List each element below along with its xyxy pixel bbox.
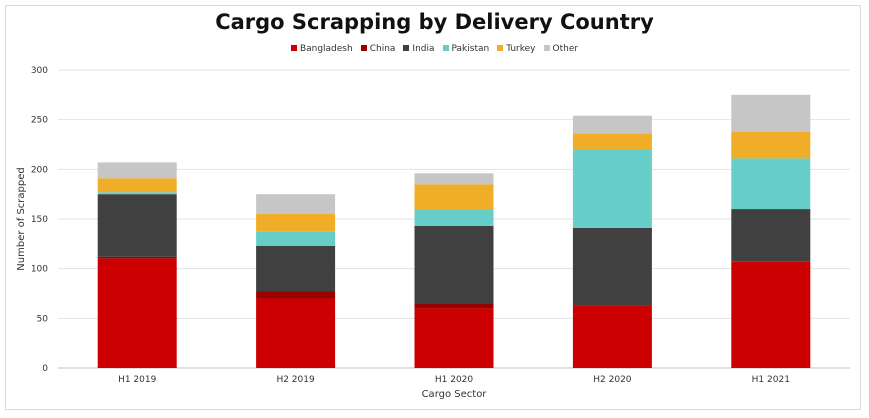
legend-swatch <box>442 45 449 51</box>
bar-segment-other <box>256 194 336 215</box>
bar-segment-pakistan <box>731 158 811 210</box>
bar-segment-other <box>414 173 494 185</box>
bar-segment-bangladesh <box>414 308 494 368</box>
legend-item-pakistan: Pakistan <box>442 44 490 54</box>
bar-segment-china <box>414 303 494 309</box>
x-axis-ticks: H1 2019 H2 2019 H1 2020 H2 2020 H1 2021 <box>118 375 790 385</box>
bar-segment-other <box>97 162 177 179</box>
bar-segment-pakistan <box>414 209 494 226</box>
bar-segment-pakistan <box>572 149 652 228</box>
y-tick-label: 50 <box>37 314 49 324</box>
bar-segment-bangladesh <box>256 298 336 368</box>
legend-swatch <box>543 45 550 51</box>
x-axis-title: Cargo Sector <box>422 389 488 400</box>
legend-item-china: China <box>360 44 396 54</box>
x-tick-label: H1 2019 <box>118 375 157 385</box>
x-tick-label: H1 2020 <box>435 375 474 385</box>
y-tick-label: 300 <box>31 66 48 76</box>
legend-item-india: India <box>403 44 435 54</box>
bar-segment-pakistan <box>256 231 336 246</box>
bar-segment-turkey <box>572 133 652 150</box>
bar-segment-bangladesh <box>731 261 811 368</box>
bar-segment-turkey <box>256 214 336 232</box>
bar-segment-turkey <box>97 178 177 193</box>
legend-item-turkey: Turkey <box>497 44 536 54</box>
y-axis-title: Number of Scrapped <box>16 167 27 270</box>
bar-segment-china <box>97 256 177 259</box>
bar-segment-india <box>731 209 811 262</box>
legend-item-bangladesh: Bangladesh <box>290 44 353 54</box>
legend-label: Bangladesh <box>299 44 353 54</box>
legend-swatch <box>403 45 410 51</box>
legend-swatch <box>290 45 297 51</box>
legend-label: Turkey <box>506 44 536 54</box>
bars <box>97 94 811 368</box>
bar-segment-china <box>256 291 336 299</box>
bar-segment-india <box>572 227 652 306</box>
legend-item-other: Other <box>543 44 579 54</box>
legend-label: Other <box>552 44 579 54</box>
y-axis-ticks: 0 50 100 150 200 250 300 <box>31 66 48 374</box>
legend-label: Pakistan <box>451 44 490 54</box>
y-tick-label: 100 <box>31 265 48 275</box>
bar-segment-other <box>731 94 811 132</box>
bar-segment-india <box>256 245 336 292</box>
legend-label: India <box>412 44 435 54</box>
bar-segment-pakistan <box>97 192 177 195</box>
bar-segment-bangladesh <box>572 305 652 368</box>
x-tick-label: H2 2019 <box>276 375 315 385</box>
chart-legend: Bangladesh China India Pakistan Turkey Other <box>0 44 869 54</box>
bar-segment-turkey <box>414 184 494 210</box>
legend-swatch <box>497 45 504 51</box>
bar-segment-turkey <box>731 131 811 159</box>
y-tick-label: 250 <box>31 116 48 126</box>
bar-segment-india <box>97 194 177 257</box>
bar-segment-other <box>572 115 652 134</box>
bar-segment-india <box>414 225 494 304</box>
y-tick-label: 150 <box>31 215 48 225</box>
y-tick-label: 200 <box>31 165 48 175</box>
y-tick-label: 0 <box>42 364 48 374</box>
chart-title: Cargo Scrapping by Delivery Country <box>215 10 654 34</box>
x-tick-label: H1 2021 <box>752 375 790 385</box>
x-tick-label: H2 2020 <box>593 375 632 385</box>
bar-segment-bangladesh <box>97 258 177 368</box>
legend-label: China <box>369 44 396 54</box>
legend-swatch <box>360 45 367 51</box>
